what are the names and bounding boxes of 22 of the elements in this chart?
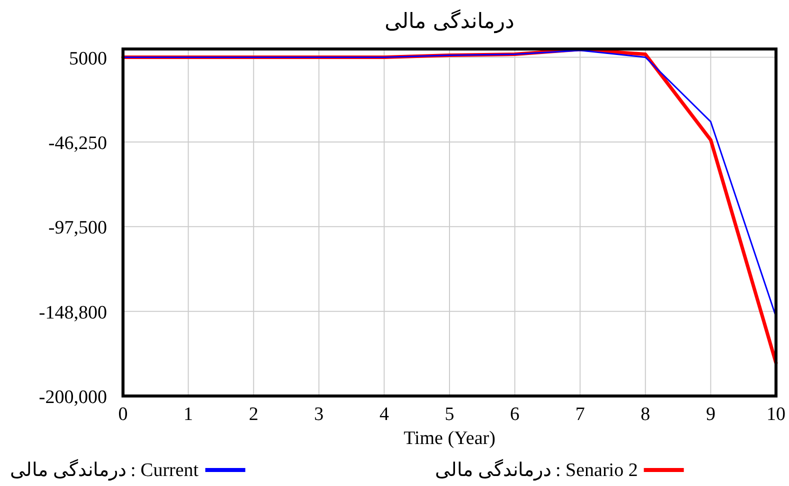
x-tick-label: 9 [706,404,716,425]
legend-item: درماندگی مالی : Current [10,460,246,481]
chart-title: درماندگی مالی [384,9,514,34]
x-tick-label: 10 [766,404,786,425]
legend-label: درماندگی مالی : Current [10,458,200,481]
x-tick-label: 8 [640,404,650,425]
x-tick-label: 1 [184,404,194,425]
x-tick-label: 3 [314,404,324,425]
y-tick-label: -46,250 [48,132,107,154]
legend-item: درماندگی مالی : Senario 2 [435,460,684,481]
y-tick-label: -97,500 [48,218,107,239]
x-tick-label: 6 [510,404,520,425]
y-tick-label: 5000 [69,48,107,70]
legend-label: درماندگی مالی : Senario 2 [435,458,638,481]
x-tick-label: 0 [118,404,128,425]
x-tick-label: 2 [248,404,258,425]
y-tick-label: -200,000 [38,387,107,408]
x-tick-label: 4 [379,404,390,425]
x-tick-label: 5 [444,404,454,425]
y-tick-label: -148,800 [38,302,107,324]
x-axis-title: Time (Year) [404,428,496,449]
x-tick-label: 7 [575,404,585,425]
